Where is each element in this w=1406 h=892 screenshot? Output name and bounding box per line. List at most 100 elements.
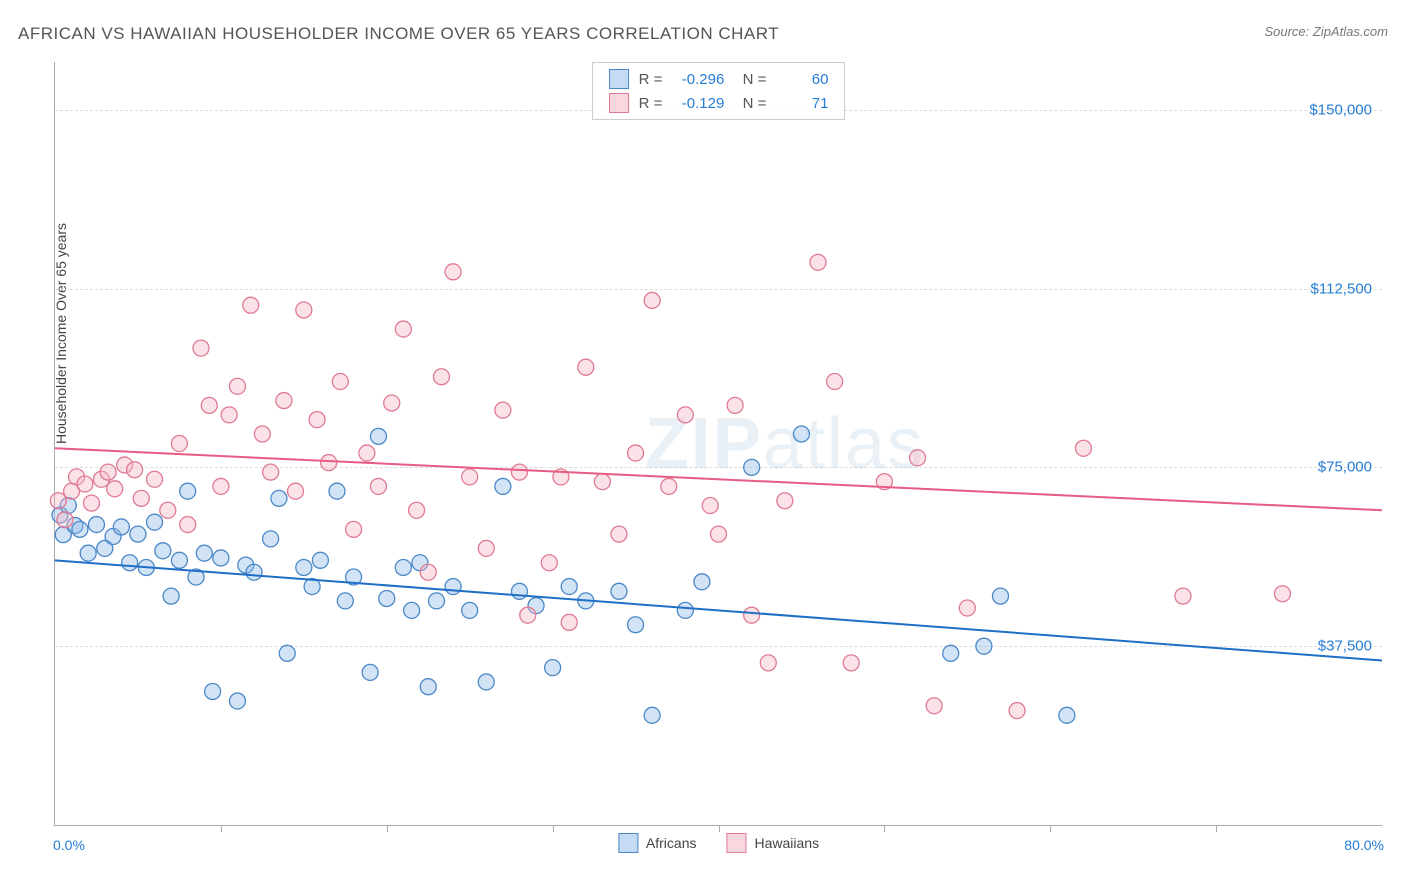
data-point: [628, 617, 644, 633]
data-point: [205, 683, 221, 699]
data-point: [541, 555, 557, 571]
regression-line: [55, 448, 1382, 510]
data-point: [133, 490, 149, 506]
data-point: [433, 369, 449, 385]
data-point: [661, 478, 677, 494]
data-point: [793, 426, 809, 442]
data-point: [288, 483, 304, 499]
legend-item-africans: Africans: [618, 833, 697, 853]
stat-r-label: R =: [639, 71, 663, 88]
data-point: [337, 593, 353, 609]
data-point: [1075, 440, 1091, 456]
data-point: [147, 471, 163, 487]
data-point: [296, 302, 312, 318]
data-point: [1274, 586, 1290, 602]
x-tick: [221, 825, 222, 832]
data-point: [171, 552, 187, 568]
data-point: [130, 526, 146, 542]
data-point: [578, 359, 594, 375]
data-point: [77, 476, 93, 492]
data-point: [359, 445, 375, 461]
legend-item-hawaiians: Hawaiians: [726, 833, 819, 853]
data-point: [462, 602, 478, 618]
data-point: [346, 521, 362, 537]
data-point: [478, 540, 494, 556]
data-point: [810, 254, 826, 270]
data-point: [694, 574, 710, 590]
stat-n-value: 60: [776, 71, 828, 88]
data-point: [628, 445, 644, 461]
data-point: [744, 607, 760, 623]
data-point: [122, 555, 138, 571]
data-point: [113, 519, 129, 535]
data-point: [1059, 707, 1075, 723]
data-point: [180, 517, 196, 533]
data-point: [992, 588, 1008, 604]
stat-r-value: -0.296: [672, 71, 724, 88]
data-point: [384, 395, 400, 411]
data-point: [1175, 588, 1191, 604]
data-point: [88, 517, 104, 533]
data-point: [370, 478, 386, 494]
data-point: [420, 679, 436, 695]
data-point: [243, 297, 259, 313]
data-point: [495, 478, 511, 494]
chart-title: AFRICAN VS HAWAIIAN HOUSEHOLDER INCOME O…: [18, 24, 779, 44]
data-point: [312, 552, 328, 568]
stat-r-value: -0.129: [672, 95, 724, 112]
data-point: [370, 428, 386, 444]
data-point: [246, 564, 262, 580]
data-point: [180, 483, 196, 499]
data-point: [155, 543, 171, 559]
legend-label: Africans: [646, 835, 697, 851]
data-point: [561, 614, 577, 630]
data-point: [379, 590, 395, 606]
data-point: [329, 483, 345, 499]
data-point: [263, 464, 279, 480]
data-point: [213, 550, 229, 566]
swatch-icon: [609, 69, 629, 89]
scatter-svg: [55, 62, 1382, 825]
data-point: [910, 450, 926, 466]
data-point: [254, 426, 270, 442]
data-point: [445, 579, 461, 595]
series-legend: Africans Hawaiians: [618, 833, 819, 853]
data-point: [959, 600, 975, 616]
data-point: [677, 602, 693, 618]
data-point: [160, 502, 176, 518]
data-point: [511, 464, 527, 480]
plot-area: Householder Income Over 65 years $37,500…: [54, 62, 1382, 826]
data-point: [196, 545, 212, 561]
data-point: [362, 664, 378, 680]
legend-label: Hawaiians: [754, 835, 819, 851]
data-point: [478, 674, 494, 690]
data-point: [107, 481, 123, 497]
source-prefix: Source:: [1264, 24, 1312, 39]
source-attribution: Source: ZipAtlas.com: [1264, 24, 1388, 39]
data-point: [511, 583, 527, 599]
data-point: [926, 698, 942, 714]
stat-n-label: N =: [734, 95, 766, 112]
x-tick: [884, 825, 885, 832]
data-point: [221, 407, 237, 423]
data-point: [702, 497, 718, 513]
data-point: [711, 526, 727, 542]
data-point: [279, 645, 295, 661]
source-name: ZipAtlas.com: [1313, 24, 1388, 39]
data-point: [594, 474, 610, 490]
data-point: [296, 559, 312, 575]
data-point: [976, 638, 992, 654]
chart-container: AFRICAN VS HAWAIIAN HOUSEHOLDER INCOME O…: [0, 0, 1406, 892]
data-point: [409, 502, 425, 518]
stats-row-africans: R = -0.296 N = 60: [609, 67, 829, 91]
data-point: [644, 707, 660, 723]
stats-row-hawaiians: R = -0.129 N = 71: [609, 91, 829, 115]
data-point: [276, 393, 292, 409]
data-point: [80, 545, 96, 561]
data-point: [545, 660, 561, 676]
data-point: [163, 588, 179, 604]
data-point: [677, 407, 693, 423]
data-point: [827, 374, 843, 390]
data-point: [83, 495, 99, 511]
data-point: [321, 455, 337, 471]
